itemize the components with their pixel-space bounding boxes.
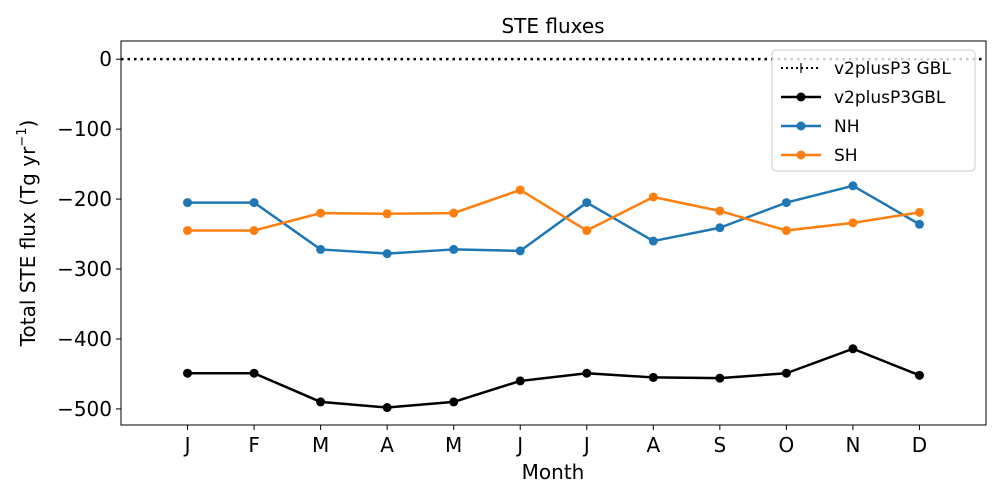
data-point-nh	[582, 198, 592, 208]
y-axis-label-close: )	[16, 120, 40, 128]
x-tick-label: J	[183, 433, 191, 457]
data-point-v2plusp3gbl	[515, 376, 525, 386]
data-point-nh	[781, 198, 791, 208]
data-point-nh	[316, 244, 326, 254]
data-point-v2plusp3gbl	[848, 344, 858, 354]
legend: v2plusP3 GBL v2plusP3GBL NH SH	[771, 49, 976, 172]
data-point-sh	[781, 226, 791, 236]
y-tick-label: −400	[57, 327, 112, 351]
y-axis-label-text: Total STE flux (Tg yr	[16, 146, 40, 347]
series-line-nh	[187, 184, 921, 255]
plot-frame	[120, 40, 987, 426]
data-point-nh	[914, 219, 924, 229]
data-point-nh	[449, 244, 459, 254]
y-tick-label: −500	[57, 397, 112, 421]
x-tick-label: J	[582, 433, 590, 457]
legend-label: v2plusP3 GBL	[834, 59, 951, 79]
data-point-nh	[715, 223, 725, 233]
plot-area	[121, 57, 986, 413]
data-point-nh	[648, 236, 658, 246]
data-point-sh	[249, 226, 259, 236]
data-point-sh	[848, 218, 858, 228]
x-tick-label: M	[445, 433, 462, 457]
series-line-v2plusp3gbl	[187, 347, 920, 409]
data-point-sh	[382, 209, 392, 219]
series-line-sh	[187, 188, 920, 232]
legend-item: SH	[781, 146, 858, 166]
data-point-sh	[316, 208, 326, 218]
data-point-sh	[715, 206, 725, 216]
y-tick-label: −100	[57, 117, 112, 141]
data-point-sh	[582, 226, 592, 236]
y-tick-label: 0	[99, 47, 112, 71]
legend-label: SH	[834, 146, 858, 166]
y-tick-label: −200	[57, 187, 112, 211]
data-point-v2plusp3gbl	[715, 373, 725, 383]
data-point-nh	[515, 246, 525, 256]
y-tick-label: −300	[57, 257, 112, 281]
data-point-v2plusp3gbl	[316, 397, 326, 407]
data-point-v2plusp3gbl	[249, 368, 259, 378]
data-point-v2plusp3gbl	[183, 368, 193, 378]
x-tick-label: A	[646, 433, 660, 457]
data-point-nh	[848, 181, 858, 191]
legend-marker	[796, 92, 806, 102]
data-point-v2plusp3gbl	[449, 397, 459, 407]
data-point-sh	[449, 208, 459, 218]
x-tick-label: S	[713, 433, 726, 457]
chart-title: STE fluxes	[501, 14, 604, 38]
legend-label: NH	[834, 117, 860, 137]
legend-marker	[796, 121, 806, 131]
data-point-v2plusp3gbl	[781, 368, 791, 378]
x-tick-label: F	[248, 433, 260, 457]
data-point-sh	[183, 226, 193, 236]
data-point-nh	[249, 198, 259, 208]
x-tick-label: A	[380, 433, 394, 457]
data-point-v2plusp3gbl	[382, 403, 392, 413]
x-axis-label: Month	[522, 460, 585, 484]
x-tick-label: D	[912, 433, 927, 457]
x-tick-label: M	[312, 433, 329, 457]
x-tick-label: O	[779, 433, 795, 457]
data-point-v2plusp3gbl	[648, 372, 658, 382]
x-tick-label: N	[845, 433, 860, 457]
y-axis-label-exponent: −1	[15, 128, 30, 147]
data-point-sh	[648, 192, 658, 202]
legend-item: NH	[781, 117, 860, 137]
data-point-nh	[183, 198, 193, 208]
legend-box	[771, 49, 976, 172]
data-point-sh	[914, 207, 924, 217]
data-point-nh	[382, 249, 392, 259]
legend-item: v2plusP3GBL	[781, 88, 946, 108]
data-point-sh	[515, 185, 525, 195]
y-axis-label: Total STE flux (Tg yr−1)	[15, 120, 40, 348]
data-point-v2plusp3gbl	[582, 368, 592, 378]
data-point-v2plusp3gbl	[914, 370, 924, 380]
x-tick-label: J	[515, 433, 523, 457]
legend-marker	[796, 150, 806, 160]
legend-item: v2plusP3 GBL	[781, 59, 951, 79]
axis-ticks: J F M A M J J A S O N D 0 −100 −200 −300 −400 −500	[57, 47, 927, 457]
legend-label: v2plusP3GBL	[834, 88, 946, 108]
